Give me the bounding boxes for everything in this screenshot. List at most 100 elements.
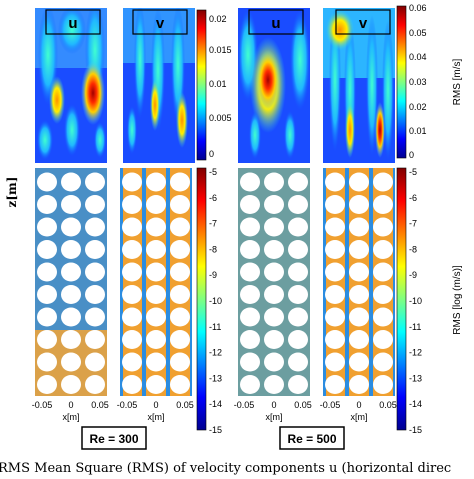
cylinder: [373, 172, 393, 192]
cylinder: [349, 217, 369, 237]
cbar-tick: -8: [409, 244, 417, 254]
panel-label-boxes: u v u v: [45, 9, 391, 35]
cylinder: [288, 217, 308, 237]
cylinder: [170, 240, 190, 259]
x-tick: 0.05: [294, 400, 312, 410]
cylinder: [122, 172, 142, 192]
cbar-tick: -7: [409, 219, 417, 229]
cylinder: [122, 352, 142, 372]
cbar-tick: -13: [409, 373, 422, 383]
cylinder: [37, 375, 57, 394]
cylinder: [61, 307, 81, 327]
cylinder: [240, 172, 260, 192]
cylinder: [288, 172, 308, 192]
bottom-panel-u-re300: [35, 168, 107, 396]
cbar-tick: -14: [209, 399, 222, 409]
x-tick: 0: [356, 400, 361, 410]
cbar-tick: -14: [409, 399, 422, 409]
bottom-panel-v-re300: [120, 168, 192, 396]
x-tick: 0: [153, 400, 158, 410]
cylinder: [61, 172, 81, 192]
panel-label-u-1: u: [68, 15, 77, 32]
cbar-tick: 0.02: [209, 14, 227, 24]
cylinder: [37, 285, 57, 304]
re-300-box: Re = 300: [81, 426, 147, 450]
cylinder: [122, 262, 142, 282]
cylinder: [240, 195, 260, 214]
cylinder: [264, 307, 284, 327]
cylinder: [240, 240, 260, 259]
cylinder: [85, 307, 105, 327]
cylinder: [122, 307, 142, 327]
cylinder: [288, 352, 308, 372]
cylinder: [373, 285, 393, 304]
cbar-tick: 0.015: [209, 45, 232, 55]
cylinder: [37, 172, 57, 192]
cylinder: [170, 352, 190, 372]
cylinder: [240, 262, 260, 282]
cbar-tick: -5: [209, 167, 217, 177]
cylinder: [240, 375, 260, 394]
cylinder: [61, 330, 81, 349]
colorbar-top-right: 0.06 0.05 0.04 0.03 0.02 0.01 0 RMS [m/s…: [396, 3, 463, 160]
x-tick: -0.05: [32, 400, 53, 410]
cbar-tick: -7: [209, 219, 217, 229]
cylinder: [146, 352, 166, 372]
cylinder: [37, 307, 57, 327]
cylinder: [146, 262, 166, 282]
cbar-tick: -9: [409, 270, 417, 280]
cylinder: [288, 307, 308, 327]
cbar-tick: 0.06: [409, 3, 427, 13]
cylinder: [325, 172, 345, 192]
cylinder: [264, 172, 284, 192]
bottom-panel-u-re500: [238, 168, 310, 396]
cylinder: [264, 285, 284, 304]
cbar-tick: 0: [409, 150, 414, 160]
cylinder: [85, 195, 105, 214]
cbar-label-bottom: RMS [log (m/s)]: [452, 265, 463, 335]
cbar-tick: 0.01: [209, 79, 227, 89]
cylinder: [240, 352, 260, 372]
re-500-label: Re = 500: [287, 432, 336, 446]
cylinder: [373, 217, 393, 237]
cylinder: [349, 172, 369, 192]
x-axis-label-1: x[m]: [63, 412, 80, 422]
cylinder: [170, 172, 190, 192]
cylinder: [325, 375, 345, 394]
cylinder: [240, 285, 260, 304]
cylinder: [373, 195, 393, 214]
cbar-tick: -12: [409, 348, 422, 358]
cylinder: [264, 262, 284, 282]
cbar-tick: -6: [209, 193, 217, 203]
cbar-tick: -13: [209, 373, 222, 383]
cbar-tick: -5: [409, 167, 417, 177]
cbar-tick: 0.05: [409, 28, 427, 38]
cylinder: [264, 330, 284, 349]
cylinder: [373, 262, 393, 282]
x-tick: -0.05: [234, 400, 255, 410]
cylinder: [146, 307, 166, 327]
cbar-tick: 0.04: [409, 52, 427, 62]
cylinder: [170, 375, 190, 394]
cbar-tick: 0.02: [409, 102, 427, 112]
cylinder: [85, 352, 105, 372]
cylinder: [325, 307, 345, 327]
cylinder: [349, 195, 369, 214]
cylinder: [349, 330, 369, 349]
cbar-tick: 0.005: [209, 113, 232, 123]
cylinder: [122, 195, 142, 214]
cylinder: [373, 330, 393, 349]
cylinder: [325, 195, 345, 214]
cylinder: [240, 307, 260, 327]
cylinder: [37, 330, 57, 349]
panel-label-v-1: v: [156, 15, 165, 32]
cylinder: [146, 217, 166, 237]
cylinder: [61, 217, 81, 237]
cylinder: [146, 285, 166, 304]
panel-label-u-2: u: [271, 15, 280, 32]
x-tick: -0.05: [117, 400, 138, 410]
cylinder: [122, 217, 142, 237]
cylinder: [349, 352, 369, 372]
cylinder: [349, 240, 369, 259]
